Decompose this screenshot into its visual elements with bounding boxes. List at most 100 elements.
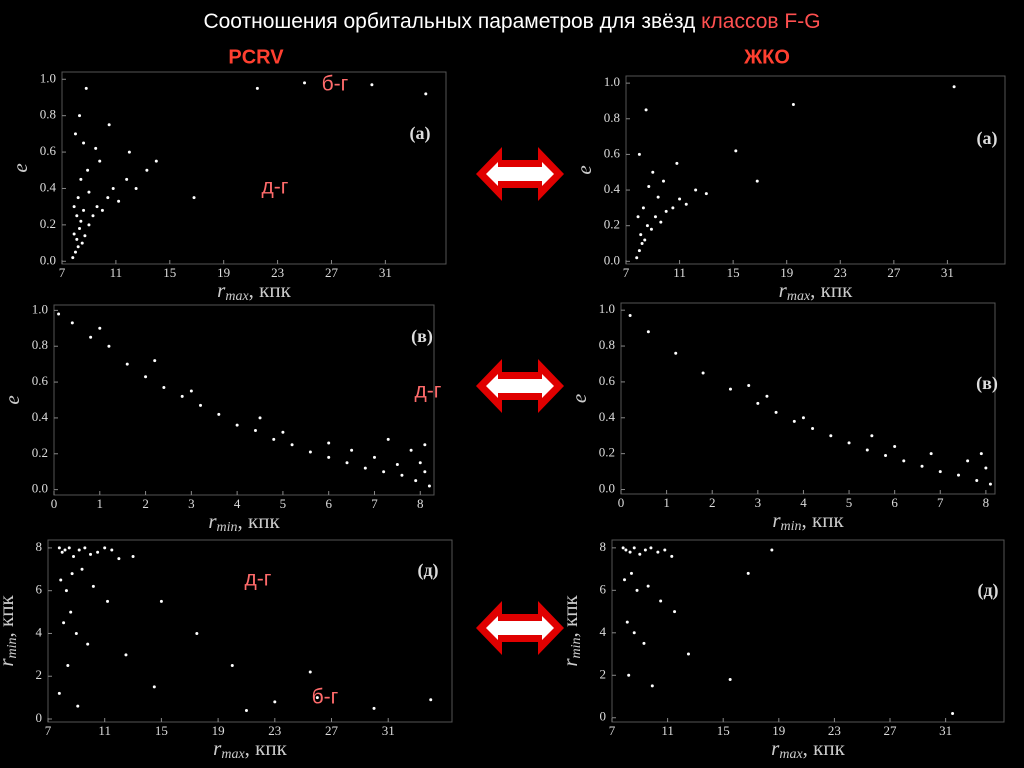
y-tick-label: 0.2 xyxy=(599,445,615,460)
point xyxy=(988,482,992,486)
point xyxy=(64,589,68,593)
point xyxy=(884,453,888,457)
point xyxy=(72,554,76,558)
point xyxy=(107,123,111,127)
point xyxy=(645,224,649,228)
point xyxy=(372,455,376,459)
x-tick-label: 23 xyxy=(271,265,284,280)
double-arrow xyxy=(476,601,564,655)
x-tick-label: 23 xyxy=(834,265,847,280)
point xyxy=(811,427,815,431)
y-tick-label: 4 xyxy=(36,624,43,639)
axis-label-part: , кпк xyxy=(249,278,292,302)
point xyxy=(659,599,663,603)
point xyxy=(801,416,805,420)
column-header: PCRV xyxy=(228,46,284,68)
point xyxy=(74,631,78,635)
point xyxy=(153,359,157,363)
point xyxy=(57,691,61,695)
point xyxy=(273,700,277,704)
point xyxy=(73,132,77,136)
plot-frame xyxy=(53,304,435,496)
point xyxy=(62,621,66,625)
annotation: д-г xyxy=(262,176,289,199)
point xyxy=(649,546,653,550)
panel-label: (д) xyxy=(417,560,438,581)
point xyxy=(656,550,660,554)
y-tick-label: 1.0 xyxy=(40,70,56,85)
point xyxy=(230,664,234,668)
axis-label-part: max xyxy=(221,747,245,762)
y-tick-label: 4 xyxy=(600,624,607,639)
y-tick-label: 0.0 xyxy=(604,252,620,267)
point xyxy=(966,459,970,463)
point xyxy=(747,383,751,387)
point xyxy=(624,548,628,552)
x-tick-label: 27 xyxy=(887,265,901,280)
point xyxy=(66,664,70,668)
point xyxy=(414,479,418,483)
axis-label-part: , кпк xyxy=(245,736,288,760)
point xyxy=(929,452,933,456)
y-tick-label: 8 xyxy=(600,539,607,554)
axis-label-part: , кпк xyxy=(0,595,18,638)
x-tick-label: 3 xyxy=(755,495,762,510)
point xyxy=(78,227,82,231)
panel-label: (а) xyxy=(977,128,998,149)
x-tick-label: 4 xyxy=(234,496,241,511)
axis-label-part: r xyxy=(217,278,226,302)
axis-label-part: r xyxy=(0,658,18,667)
x-tick-label: 19 xyxy=(772,723,785,738)
point xyxy=(363,466,367,470)
point xyxy=(272,437,276,441)
y-axis-label: e xyxy=(0,395,24,404)
point xyxy=(79,219,83,223)
point xyxy=(847,441,851,445)
x-tick-label: 31 xyxy=(939,723,952,738)
x-tick-label: 15 xyxy=(727,265,740,280)
x-tick-label: 6 xyxy=(325,496,332,511)
point xyxy=(642,641,646,645)
point xyxy=(89,335,93,339)
x-tick-label: 19 xyxy=(212,723,225,738)
point xyxy=(728,387,732,391)
axis-label-part: max xyxy=(787,289,811,304)
title-main: Соотношения орбитальных параметров для з… xyxy=(203,10,701,33)
point xyxy=(96,550,100,554)
point xyxy=(134,186,138,190)
point xyxy=(69,610,73,614)
x-tick-label: 3 xyxy=(188,496,195,511)
y-tick-label: 0.4 xyxy=(40,179,57,194)
point xyxy=(671,206,675,210)
y-tick-label: 2 xyxy=(36,667,43,682)
point xyxy=(675,161,679,165)
x-tick-label: 11 xyxy=(673,265,686,280)
point xyxy=(94,146,98,150)
point xyxy=(308,670,312,674)
point xyxy=(386,437,390,441)
x-tick-label: 8 xyxy=(983,495,990,510)
point xyxy=(195,631,199,635)
point xyxy=(625,620,629,624)
annotation: д-г xyxy=(245,568,272,591)
point xyxy=(83,234,87,238)
scatter-panel: 0 1 2 3 4 5 6 7 8 0.0 0.2 0.4 0.6 0.8 1.0 rmin, кпк e (в) xyxy=(567,301,998,534)
point xyxy=(952,85,956,89)
point xyxy=(423,443,427,447)
axis-label-part: r xyxy=(208,509,217,533)
y-tick-label: 2 xyxy=(600,666,607,681)
axis-label-part: min xyxy=(781,519,802,534)
point xyxy=(159,599,163,603)
point xyxy=(641,206,645,210)
point xyxy=(76,704,80,708)
title-highlight: классов F-G xyxy=(701,10,820,33)
point xyxy=(938,470,942,474)
x-axis-label: rmax, кпк xyxy=(217,278,291,304)
point xyxy=(684,202,688,206)
slide-title: Соотношения орбитальных параметров для з… xyxy=(203,10,820,33)
x-axis-label: rmax, кпк xyxy=(779,278,853,304)
point xyxy=(327,441,331,445)
point xyxy=(628,550,632,554)
point xyxy=(646,584,650,588)
point xyxy=(659,220,663,224)
